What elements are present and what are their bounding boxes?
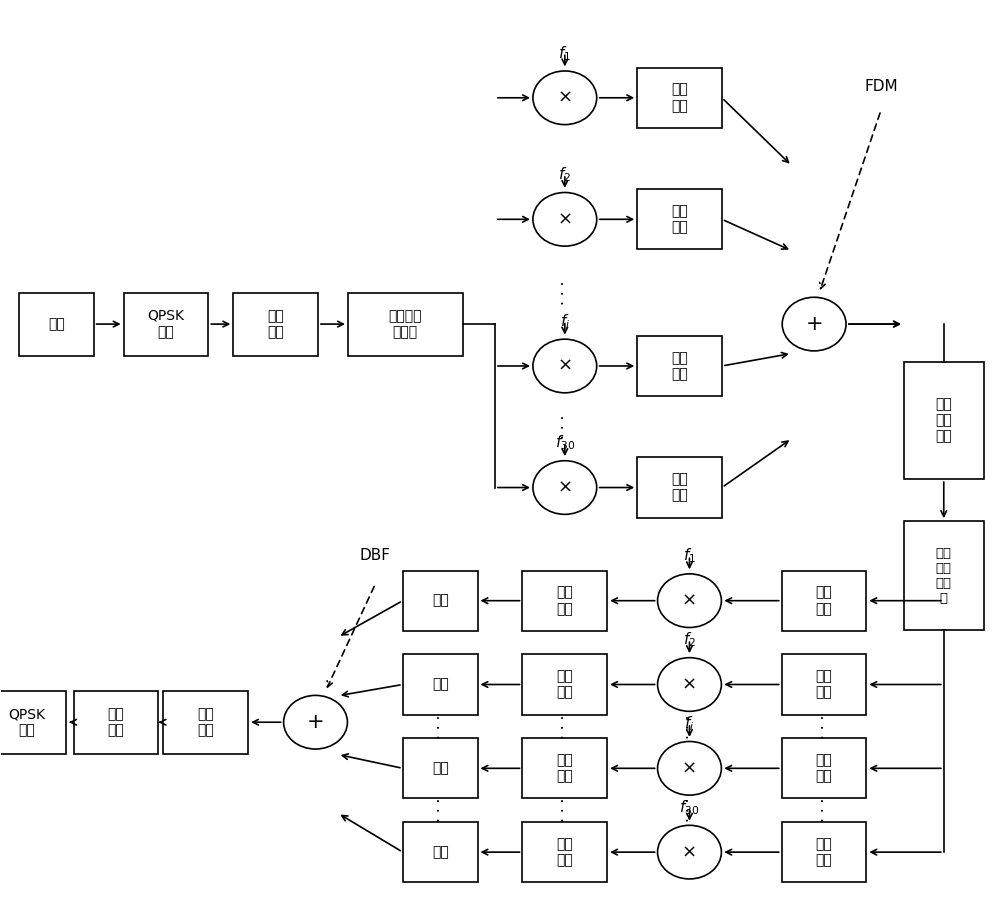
Bar	[904, 361, 984, 479]
Bar	[522, 655, 607, 715]
Circle shape	[533, 192, 597, 246]
Text: 带通
滤波: 带通 滤波	[671, 472, 688, 503]
Text: · · ·: · · ·	[557, 281, 572, 305]
Text: $f_i$: $f_i$	[684, 715, 695, 733]
Text: 均衡: 均衡	[432, 845, 449, 859]
Text: ×: ×	[557, 357, 572, 375]
Bar	[403, 822, 478, 883]
Text: DBF: DBF	[360, 548, 391, 563]
Text: · · ·: · · ·	[817, 715, 832, 738]
Text: · · ·: · · ·	[557, 798, 572, 823]
Text: ×: ×	[682, 676, 697, 694]
Text: 低通
滤波: 低通 滤波	[556, 754, 573, 784]
Text: 低通
滤波: 低通 滤波	[556, 669, 573, 699]
Bar	[233, 292, 318, 356]
Bar	[522, 570, 607, 631]
Text: ×: ×	[682, 592, 697, 609]
Text: 均衡: 均衡	[432, 761, 449, 775]
Text: $f_i$: $f_i$	[560, 312, 570, 331]
Circle shape	[658, 574, 721, 627]
Text: 带通
滤波: 带通 滤波	[671, 83, 688, 113]
Text: 均衡: 均衡	[432, 594, 449, 607]
Text: QPSK
解调: QPSK 解调	[8, 707, 45, 737]
Text: · · ·: · · ·	[817, 798, 832, 823]
Text: 低通
滤波: 低通 滤波	[556, 837, 573, 867]
Bar	[522, 738, 607, 798]
Text: FDM: FDM	[864, 79, 898, 94]
Text: 均衡: 均衡	[432, 677, 449, 692]
Text: ×: ×	[557, 89, 572, 107]
Text: $f_1$: $f_1$	[683, 547, 696, 566]
Bar	[637, 189, 722, 250]
Text: 带通
滤波: 带通 滤波	[671, 350, 688, 381]
Text: $f_2$: $f_2$	[683, 630, 696, 649]
Bar	[74, 691, 158, 754]
Text: ×: ×	[557, 211, 572, 228]
Bar	[124, 292, 208, 356]
Circle shape	[658, 825, 721, 879]
Circle shape	[533, 460, 597, 514]
Text: $f_1$: $f_1$	[558, 44, 571, 63]
Bar	[522, 822, 607, 883]
Text: · · ·: · · ·	[682, 798, 697, 823]
Text: 脉冲
成形: 脉冲 成形	[197, 707, 214, 737]
Bar	[904, 521, 984, 630]
Text: 定时
恢复: 定时 恢复	[108, 707, 124, 737]
Bar	[403, 655, 478, 715]
Text: +: +	[307, 712, 324, 732]
Bar	[0, 691, 66, 754]
Text: 高斯白噪
声信道: 高斯白噪 声信道	[389, 309, 422, 340]
Circle shape	[658, 742, 721, 795]
Bar	[19, 292, 94, 356]
Circle shape	[658, 657, 721, 711]
Text: 低通
滤波: 低通 滤波	[556, 586, 573, 616]
Circle shape	[533, 71, 597, 124]
Circle shape	[284, 696, 347, 749]
Bar	[637, 336, 722, 396]
Text: · · ·: · · ·	[433, 715, 448, 738]
Text: · · ·: · · ·	[433, 798, 448, 823]
Text: $f_{30}$: $f_{30}$	[679, 798, 700, 817]
Text: 带通
滤波: 带通 滤波	[816, 669, 832, 699]
Text: ×: ×	[682, 759, 697, 777]
Bar	[348, 292, 463, 356]
Bar	[637, 458, 722, 518]
Bar	[782, 570, 866, 631]
Bar	[782, 738, 866, 798]
Text: ×: ×	[682, 844, 697, 861]
Circle shape	[533, 340, 597, 393]
Text: 带通
滤波: 带通 滤波	[816, 586, 832, 616]
Text: 带通
滤波: 带通 滤波	[671, 204, 688, 234]
Text: · · ·: · · ·	[682, 715, 697, 738]
Text: 带通
滤波: 带通 滤波	[816, 837, 832, 867]
Text: · · ·: · · ·	[557, 415, 572, 439]
Text: 高斯
白噪
声信
道: 高斯 白噪 声信 道	[936, 547, 952, 605]
Bar	[403, 570, 478, 631]
Text: 信源: 信源	[48, 317, 65, 331]
Text: · · ·: · · ·	[557, 715, 572, 738]
Bar	[782, 822, 866, 883]
Text: QPSK
调制: QPSK 调制	[147, 309, 184, 340]
Bar	[163, 691, 248, 754]
Bar	[403, 738, 478, 798]
Bar	[782, 655, 866, 715]
Text: ×: ×	[557, 479, 572, 497]
Text: $f_{30}$: $f_{30}$	[555, 434, 575, 452]
Circle shape	[782, 297, 846, 350]
Text: +: +	[805, 314, 823, 334]
Text: 行波
管放
大器: 行波 管放 大器	[935, 398, 952, 444]
Text: $f_2$: $f_2$	[558, 165, 571, 184]
Bar	[637, 67, 722, 128]
Text: 带通
滤波: 带通 滤波	[816, 754, 832, 784]
Text: 脉冲
成形: 脉冲 成形	[267, 309, 284, 340]
